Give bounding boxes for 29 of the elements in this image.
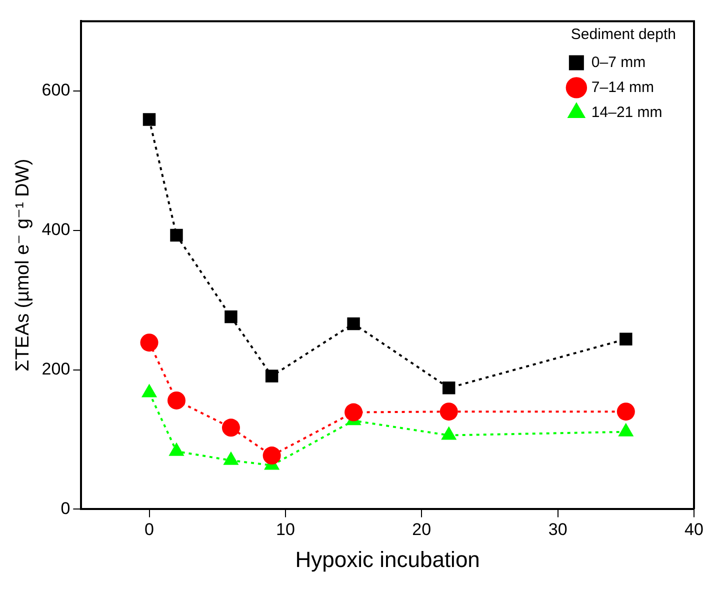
point <box>620 332 632 346</box>
legend-label: 0–7 mm <box>591 54 646 71</box>
y-tick-label: 600 <box>42 80 70 100</box>
point <box>616 402 635 421</box>
x-tick-label: 10 <box>276 520 295 540</box>
x-tick-label: 0 <box>144 520 154 540</box>
x-tick-label: 30 <box>548 520 568 540</box>
y-tick-label: 200 <box>42 359 70 378</box>
point <box>442 382 456 394</box>
point <box>344 403 363 422</box>
y-axis-title: ΣTEAs (µmol e⁻ g⁻¹ DW) <box>12 158 34 372</box>
point <box>224 310 238 324</box>
legend-label: 7–14 mm <box>591 78 654 96</box>
x-axis-title: Hypoxic incubation <box>295 546 480 572</box>
point <box>142 113 156 126</box>
point <box>170 228 183 242</box>
point <box>265 370 278 382</box>
legend-title: Sediment depth <box>570 26 676 43</box>
x-tick-label: 40 <box>684 520 704 540</box>
y-tick-label: 0 <box>60 498 70 518</box>
point <box>440 402 458 421</box>
y-tick-label: 400 <box>42 220 70 240</box>
point <box>347 317 360 330</box>
point <box>222 418 240 437</box>
point <box>262 446 281 465</box>
legend-label: 14–21 mm <box>591 104 662 121</box>
point <box>167 391 186 410</box>
point <box>140 334 158 352</box>
x-tick-label: 20 <box>412 520 432 540</box>
